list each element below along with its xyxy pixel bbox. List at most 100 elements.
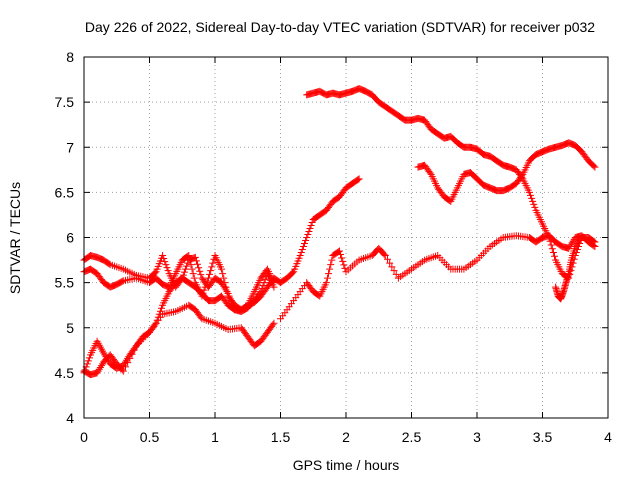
plot-frame [83, 56, 609, 419]
tick-layer: 0 0.5 1 1.5 2 2.5 3 3.5 4 4 4.5 5 5.5 6 6.5 7 7.5 8 [55, 49, 613, 445]
y-axis-label: SDTVAR / TECUs [7, 182, 23, 294]
x-tick-label: 2 [342, 429, 350, 445]
y-tick-label: 6.5 [55, 184, 75, 200]
y-tick-label: 4.5 [55, 365, 75, 381]
data-point [151, 321, 159, 329]
data-point [100, 349, 108, 357]
data-point [197, 271, 205, 279]
data-point [183, 262, 191, 270]
x-tick-label: 1 [211, 429, 219, 445]
data-point [531, 203, 539, 211]
data-point [426, 169, 434, 177]
data-point [299, 243, 307, 251]
data-point [222, 283, 230, 291]
data-point [380, 250, 388, 258]
data-point [207, 267, 215, 275]
data-point [195, 264, 203, 272]
data-point [162, 261, 170, 269]
data-point [289, 269, 297, 277]
data-point [208, 263, 216, 271]
data-point [202, 280, 210, 288]
data-point [548, 245, 556, 253]
x-tick-label: 0 [80, 429, 88, 445]
y-tick-label: 7.5 [55, 94, 75, 110]
data-point [164, 267, 172, 275]
data-point [204, 274, 212, 282]
data-point [182, 265, 190, 273]
data-point [84, 357, 92, 365]
data-point [118, 277, 126, 285]
data-point [83, 360, 91, 368]
series-track-4 [80, 175, 363, 377]
data-point [194, 260, 202, 268]
data-point [81, 366, 89, 374]
data-point [297, 249, 305, 257]
data-point [104, 356, 112, 364]
data-point [301, 240, 309, 248]
y-tick-label: 8 [66, 49, 74, 65]
data-point [578, 234, 586, 241]
data-point [569, 237, 577, 245]
data-point [154, 313, 162, 321]
data-point [590, 162, 598, 170]
data-point [158, 304, 166, 312]
data-point [381, 252, 389, 260]
data-point [390, 267, 398, 275]
data-point [152, 319, 160, 327]
data-point [153, 316, 161, 324]
data-point [303, 234, 311, 241]
data-layer [80, 85, 599, 379]
data-point [549, 249, 557, 257]
data-point [568, 239, 576, 247]
data-point [546, 237, 554, 245]
data-point [186, 256, 194, 264]
data-point [529, 197, 537, 205]
data-point [223, 288, 231, 296]
y-tick-label: 6 [66, 230, 74, 246]
data-point [103, 354, 111, 362]
data-point [95, 365, 103, 373]
data-point [221, 279, 229, 287]
y-tick-label: 4 [66, 410, 74, 426]
data-point [307, 221, 315, 229]
data-point [105, 260, 113, 268]
data-point [308, 218, 316, 226]
data-point [156, 307, 164, 315]
data-point [121, 358, 129, 366]
data-point [96, 363, 104, 371]
y-tick-label: 7 [66, 139, 74, 155]
data-point [85, 354, 93, 362]
data-point [591, 238, 599, 246]
series-track-8 [552, 234, 586, 303]
data-point [591, 163, 599, 171]
data-point [94, 367, 102, 375]
data-point [323, 274, 331, 282]
data-point [590, 237, 598, 245]
data-point [261, 276, 269, 284]
data-point [355, 175, 363, 183]
data-point [328, 256, 336, 264]
data-point [188, 265, 196, 273]
data-point [327, 261, 335, 269]
data-point [518, 172, 526, 180]
data-point [337, 250, 345, 258]
data-point [339, 257, 347, 265]
data-point [326, 265, 334, 273]
x-tick-label: 3 [473, 429, 481, 445]
data-point [388, 263, 396, 271]
x-tick-label: 0.5 [140, 429, 160, 445]
data-point [123, 356, 131, 364]
x-axis-label: GPS time / hours [293, 457, 400, 473]
data-point [304, 230, 312, 238]
series-track-7 [414, 139, 599, 205]
data-point [565, 244, 573, 252]
data-point [392, 270, 400, 278]
data-point [218, 265, 226, 273]
series-track-6 [303, 85, 599, 282]
data-point [383, 255, 391, 263]
data-point [180, 268, 188, 276]
x-tick-label: 2.5 [402, 429, 422, 445]
data-point [187, 261, 195, 269]
data-point [220, 274, 228, 282]
